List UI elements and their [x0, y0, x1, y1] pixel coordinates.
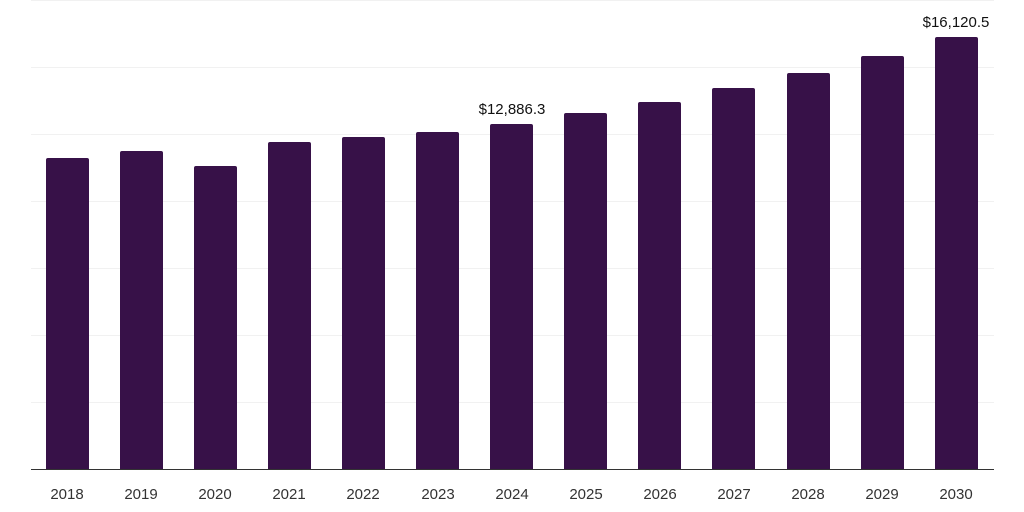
x-tick-label: 2026: [643, 486, 677, 503]
data-label-2030: $16,120.5: [922, 14, 990, 31]
bar-2020: [194, 166, 237, 469]
x-tick-label: 2024: [495, 486, 529, 503]
x-tick-label: 2027: [717, 486, 751, 503]
bar-2029: [861, 56, 904, 469]
x-tick-label: 2020: [198, 486, 232, 503]
x-tick-label: 2023: [421, 486, 455, 503]
x-tick-label: 2028: [791, 486, 825, 503]
x-tick-label: 2030: [939, 486, 973, 503]
bar-2019: [120, 151, 163, 469]
x-tick-label: 2019: [124, 486, 158, 503]
bar-2030: [935, 37, 978, 469]
x-tick-label: 2025: [569, 486, 603, 503]
gridline: [31, 67, 994, 68]
bar-2021: [268, 142, 311, 469]
bar-2022: [342, 137, 385, 469]
bar-2025: [564, 113, 607, 469]
gridline: [31, 0, 994, 1]
bar-2023: [416, 132, 459, 469]
bar-2024: [490, 124, 533, 469]
bar-2028: [787, 73, 830, 469]
x-tick-label: 2029: [865, 486, 899, 503]
x-tick-label: 2022: [346, 486, 380, 503]
bar-2026: [638, 102, 681, 469]
x-tick-label: 2021: [272, 486, 306, 503]
x-tick-label: 2018: [50, 486, 84, 503]
data-label-2024: $12,886.3: [478, 101, 546, 118]
x-axis-line: [31, 469, 994, 470]
bar-2027: [712, 88, 755, 469]
bar-2018: [46, 158, 89, 469]
